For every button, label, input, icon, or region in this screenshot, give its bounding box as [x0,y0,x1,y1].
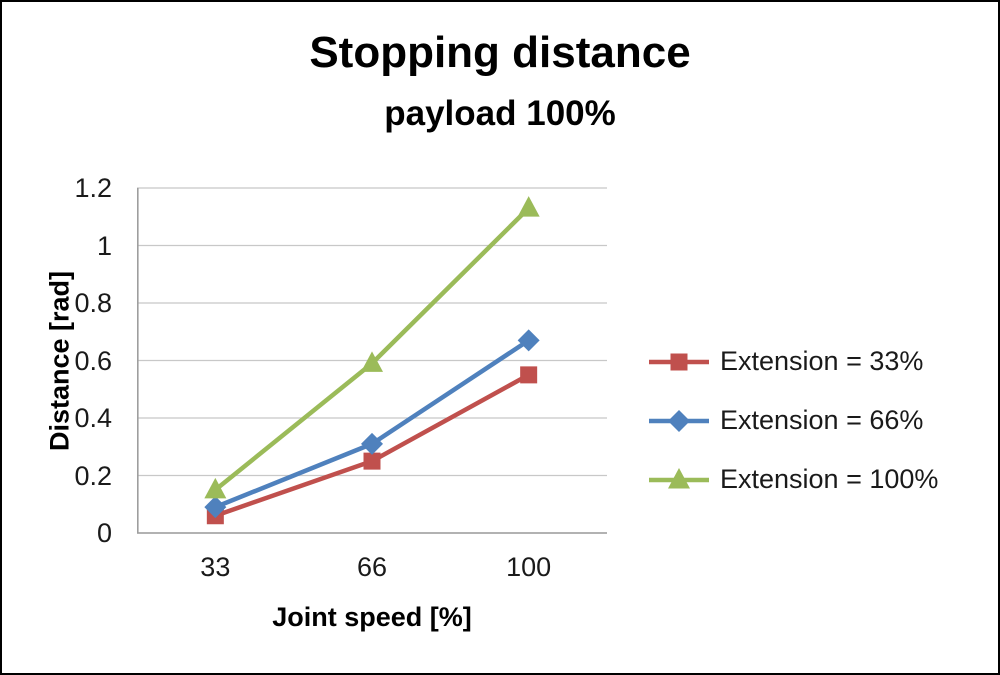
triangle-marker-icon [517,196,540,217]
y-tick-label: 0.6 [74,345,112,376]
series-extension-100- [204,196,540,499]
square-marker-icon [670,353,688,370]
series-extension-66- [204,329,540,519]
legend-label: Extension = 33% [720,346,924,376]
legend-item: Extension = 33% [647,346,938,377]
legend-label: Extension = 66% [720,405,924,435]
triangle-marker-icon [204,477,227,499]
y-tick-label: 1.2 [74,173,112,203]
chart-subtitle: payload 100% [384,94,616,133]
diamond-marker-icon [204,496,227,519]
y-axis-ticks: 0 0.2 0.4 0.6 0.8 1 1.2 [22,173,122,548]
x-tick-label: 33 [200,552,231,582]
legend: Extension = 33% Extension = 66% Extension … [647,346,938,495]
triangle-marker-icon [361,351,383,372]
y-tick-label: 0.2 [74,460,112,491]
diamond-marker-icon [361,432,383,455]
legend-key-icon [649,409,709,432]
triangle-marker-icon [668,467,690,488]
y-tick-label: 0.8 [74,288,112,318]
legend-key-icon [649,467,709,488]
legend-label: Extension = 100% [720,464,939,494]
y-tick-label: 1 [96,230,112,261]
diamond-marker-icon [668,409,690,432]
legend-item: Extension = 66% [647,405,938,436]
legend-item: Extension = 100% [647,464,938,495]
chart-title: Stopping distance [309,28,691,77]
plot-area [137,187,607,534]
x-axis-ticks: 33 66 100 [137,552,607,588]
square-marker-icon [520,366,538,384]
x-axis-label: Joint speed [%] [272,602,472,632]
legend-key-icon [649,353,709,370]
x-tick-label: 66 [356,552,388,582]
x-tick-label: 100 [506,552,552,582]
y-tick-label: 0.4 [74,403,112,433]
y-tick-label: 0 [96,518,112,548]
square-marker-icon [363,452,381,470]
diamond-marker-icon [517,329,540,352]
